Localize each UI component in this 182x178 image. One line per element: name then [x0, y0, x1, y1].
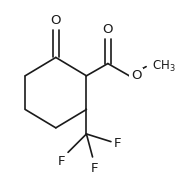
Text: O: O — [51, 14, 61, 27]
Text: O: O — [103, 23, 113, 36]
Text: F: F — [58, 155, 65, 168]
Text: F: F — [90, 161, 98, 174]
Text: CH$_3$: CH$_3$ — [152, 59, 176, 74]
Text: F: F — [114, 137, 121, 150]
Text: O: O — [131, 69, 141, 82]
